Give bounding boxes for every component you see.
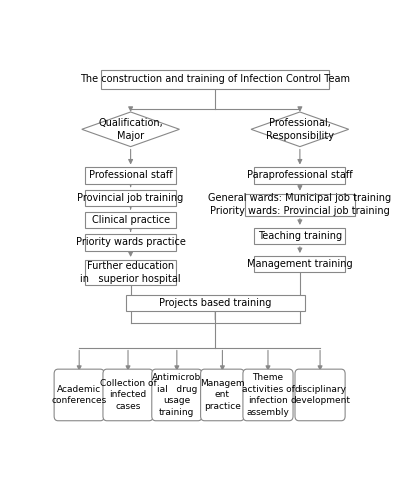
Text: disciplinary
development: disciplinary development (290, 384, 350, 406)
Text: Managem
ent
practice: Managem ent practice (200, 378, 245, 411)
Polygon shape (82, 112, 179, 146)
FancyBboxPatch shape (85, 168, 176, 184)
FancyBboxPatch shape (255, 168, 345, 184)
Text: Clinical practice: Clinical practice (92, 215, 170, 225)
FancyBboxPatch shape (243, 369, 293, 420)
FancyBboxPatch shape (126, 295, 305, 312)
FancyBboxPatch shape (244, 194, 355, 216)
FancyBboxPatch shape (295, 369, 345, 420)
Text: Projects based training: Projects based training (159, 298, 271, 308)
Text: The construction and training of Infection Control Team: The construction and training of Infecti… (80, 74, 350, 84)
Text: Priority wards practice: Priority wards practice (76, 238, 186, 248)
FancyBboxPatch shape (85, 234, 176, 250)
FancyBboxPatch shape (255, 256, 345, 272)
Text: Further education
in   superior hospital: Further education in superior hospital (80, 261, 181, 284)
Text: Theme
activities of
infection
assembly: Theme activities of infection assembly (241, 373, 294, 417)
FancyBboxPatch shape (152, 369, 202, 420)
FancyBboxPatch shape (85, 260, 176, 285)
FancyBboxPatch shape (54, 369, 104, 420)
Polygon shape (251, 112, 349, 146)
Text: Antimicrob
ial   drug
usage
training: Antimicrob ial drug usage training (152, 373, 202, 417)
Text: Qualification,
Major: Qualification, Major (98, 118, 163, 141)
Text: Academic
conferences: Academic conferences (52, 384, 107, 406)
FancyBboxPatch shape (85, 212, 176, 228)
Text: Paraprofessional staff: Paraprofessional staff (247, 170, 353, 180)
Text: Professional,
Responsibility: Professional, Responsibility (266, 118, 334, 141)
Text: Professional staff: Professional staff (89, 170, 173, 180)
FancyBboxPatch shape (101, 70, 329, 89)
Text: Collection of
infected
cases: Collection of infected cases (100, 378, 156, 411)
FancyBboxPatch shape (255, 228, 345, 244)
FancyBboxPatch shape (103, 369, 153, 420)
Text: General wards: Municipal job training
Priority wards: Provincial job training: General wards: Municipal job training Pr… (208, 193, 391, 216)
Text: Management training: Management training (247, 259, 353, 269)
FancyBboxPatch shape (201, 369, 244, 420)
Text: Teaching training: Teaching training (258, 231, 342, 241)
Text: Provincial job training: Provincial job training (78, 193, 184, 203)
FancyBboxPatch shape (85, 190, 176, 206)
